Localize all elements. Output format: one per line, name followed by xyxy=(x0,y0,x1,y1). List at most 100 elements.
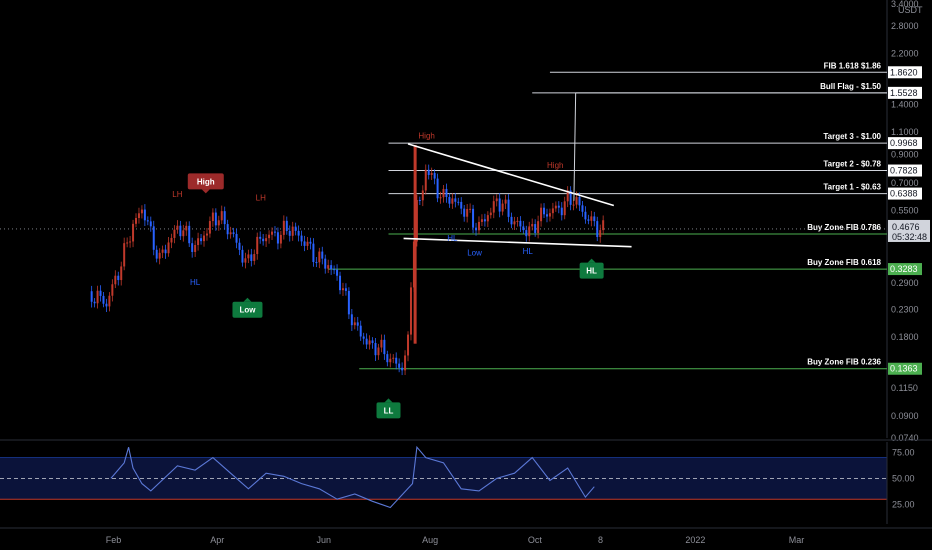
candle-body xyxy=(563,201,566,216)
candle-body xyxy=(291,226,294,236)
swing-labels: High LH LH HL Low LL High HL Low HL High HL xyxy=(172,131,604,419)
swing-label-pointer xyxy=(384,398,393,403)
candle-body xyxy=(273,231,276,233)
candle-body xyxy=(480,219,483,222)
candle-body xyxy=(578,197,581,206)
candle-body xyxy=(214,212,217,226)
candle-body xyxy=(123,243,126,267)
candle-body xyxy=(439,197,442,199)
swing-label-text: Low xyxy=(239,306,256,315)
candle-body xyxy=(504,199,507,204)
candle-body xyxy=(167,242,170,254)
candle-body xyxy=(587,219,590,221)
candle-body xyxy=(182,230,185,237)
candle-body xyxy=(211,212,214,222)
candle-body xyxy=(226,224,229,235)
candle-body xyxy=(368,340,371,345)
swing-label-text: HL xyxy=(523,247,534,256)
candle-body xyxy=(336,269,339,276)
price-tick-label: 1.4000 xyxy=(891,100,919,110)
swing-label-text: LH xyxy=(256,194,266,203)
candle-body xyxy=(321,251,324,259)
fib-level-label: Buy Zone FIB 0.786 xyxy=(807,223,881,232)
candle-body xyxy=(436,178,439,199)
candle-body xyxy=(327,265,330,269)
candle-body xyxy=(599,230,602,237)
candle-body xyxy=(200,238,203,242)
candle-body xyxy=(244,258,247,263)
swing-label-pointer xyxy=(587,258,596,263)
fib-level-price-value: 1.5528 xyxy=(890,88,918,98)
rsi-tick-label: 50.00 xyxy=(892,473,915,483)
fib-level-price-value: 1.8620 xyxy=(890,67,918,77)
candle-body xyxy=(117,275,120,281)
time-tick-label: 8 xyxy=(598,535,603,545)
price-tick-label: 0.1800 xyxy=(891,332,919,342)
trendline-flag-upper xyxy=(407,143,615,207)
candle-body xyxy=(126,242,129,244)
fib-level-label: Target 2 - $0.78 xyxy=(823,160,881,169)
candle-body xyxy=(359,325,362,337)
trendline-flag-target-line xyxy=(573,92,577,201)
candle-body xyxy=(143,209,146,221)
candle-body xyxy=(96,290,99,304)
candle-body xyxy=(262,238,265,242)
swing-label-box xyxy=(232,301,263,318)
candle-body xyxy=(276,232,279,244)
candle-body xyxy=(161,249,164,253)
candle-body xyxy=(593,216,596,222)
candle-body xyxy=(294,226,297,231)
candle-body xyxy=(217,220,220,226)
candle-body xyxy=(185,225,188,231)
candle-body xyxy=(401,367,404,371)
candle-body xyxy=(510,216,513,225)
candle-body xyxy=(205,233,208,236)
candle-body xyxy=(315,262,318,264)
candle-body xyxy=(229,232,232,235)
candle-body xyxy=(495,198,498,202)
candle-body xyxy=(584,211,587,220)
time-axis[interactable]: Feb Apr Jun Aug Oct 8 2022 Mar xyxy=(0,527,932,545)
candle-body xyxy=(120,266,123,281)
fib-level-price-box xyxy=(888,164,922,177)
price-tick-label: 0.0900 xyxy=(891,411,919,421)
price-tick-label: 2.8000 xyxy=(891,21,919,31)
candle-body xyxy=(232,232,235,234)
candle-body xyxy=(191,243,194,252)
price-axis[interactable]: 3.4000 2.8000 2.2000 1.4000 1.1000 0.9000 0.70… xyxy=(886,0,919,443)
candle-body xyxy=(318,251,321,263)
swing-label-text: High xyxy=(418,131,434,140)
candle-body xyxy=(409,287,412,335)
candle-body xyxy=(108,295,111,307)
price-tick-label: 2.2000 xyxy=(891,48,919,58)
candle-body xyxy=(256,236,259,255)
candle-body xyxy=(362,336,365,339)
candle-body xyxy=(149,221,152,227)
candle-body xyxy=(330,265,333,270)
current-price-box xyxy=(888,219,930,242)
candle-body xyxy=(445,188,448,197)
candle-body xyxy=(418,199,421,201)
candle-body xyxy=(282,220,285,235)
swing-label-pointer xyxy=(243,297,252,302)
swing-label-pointer xyxy=(201,189,210,194)
candle-body xyxy=(457,201,460,203)
candle-body xyxy=(137,213,140,219)
candle-body xyxy=(324,258,327,269)
candle-body xyxy=(312,243,315,263)
fib-level-price-box xyxy=(888,66,922,79)
candle-body xyxy=(442,188,445,198)
candle-body xyxy=(223,211,226,225)
candle-body xyxy=(522,226,525,231)
candle-body xyxy=(469,208,472,210)
current-price-value: 0.4676 xyxy=(892,222,920,232)
swing-label-text: HL xyxy=(447,234,458,243)
candle-body xyxy=(460,201,463,209)
candlesticks xyxy=(90,145,605,376)
fib-level-price-value: 0.6388 xyxy=(890,189,918,199)
price-tick-label: 0.0740 xyxy=(891,433,919,443)
candle-body xyxy=(545,214,548,217)
candle-body xyxy=(377,347,380,356)
candle-body xyxy=(516,220,519,222)
